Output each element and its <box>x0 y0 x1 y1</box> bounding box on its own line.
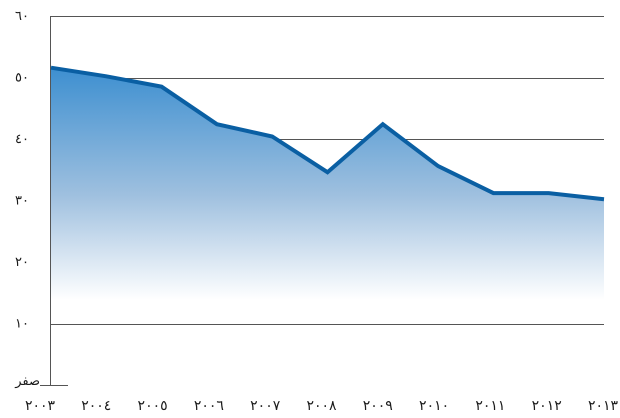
x-tick-label-2010: ٢٠١٠ <box>419 398 449 414</box>
x-tick-label-2011: ٢٠١١ <box>475 398 505 414</box>
x-tick-label-2007: ٢٠٠٧ <box>250 398 281 414</box>
x-tick-label-2006: ٢٠٠٦ <box>194 398 224 414</box>
x-tick-label-2012: ٢٠١٢ <box>532 398 562 414</box>
x-axis-ticks: ٢٠٠٣ ٢٠٠٤ ٢٠٠٥ ٢٠٠٦ ٢٠٠٧ ٢٠٠٨ ٢٠٠٩ ٢٠١٠ ٢٠١١ ٢٠١٢… <box>25 398 619 414</box>
x-tick-label-2013: ٢٠١٣ <box>588 398 619 414</box>
y-tick-label-0: صفر <box>14 374 40 389</box>
y-tick-label-10: ١٠ <box>15 317 29 332</box>
y-axis-ticks: صفر ١٠ ٢٠ ٣٠ ٤٠ ٥٠ ٦٠ <box>14 9 40 389</box>
y-tick-label-60: ٦٠ <box>15 9 29 24</box>
x-tick-label-2008: ٢٠٠٨ <box>306 398 337 414</box>
y-tick-label-40: ٤٠ <box>15 132 29 147</box>
x-tick-label-2004: ٢٠٠٤ <box>81 398 111 414</box>
area-polygon <box>51 67 604 300</box>
area-fill <box>51 67 604 300</box>
x-tick-label-2005: ٢٠٠٥ <box>138 398 168 414</box>
y-tick-label-20: ٢٠ <box>15 255 29 270</box>
y-tick-label-50: ٥٠ <box>15 71 29 86</box>
y-tick-label-30: ٣٠ <box>15 194 29 209</box>
x-tick-label-2003: ٢٠٠٣ <box>25 398 56 414</box>
x-tick-label-2009: ٢٠٠٩ <box>363 398 393 414</box>
data-line <box>50 65 605 202</box>
